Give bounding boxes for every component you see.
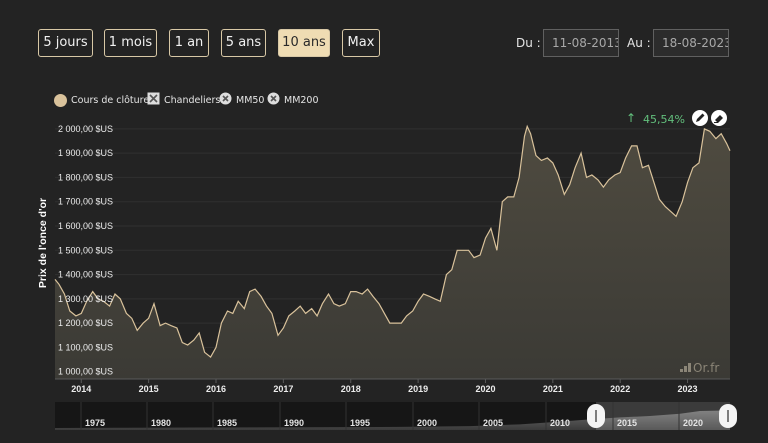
watermark-logo: Or.fr <box>680 361 719 375</box>
range-5-jours-button[interactable]: 5 jours <box>38 29 93 57</box>
change-percentage: 45,54% <box>643 113 685 126</box>
navigator-year-label: 2015 <box>617 418 637 428</box>
filled-circle-icon <box>54 93 67 107</box>
date-to-label: Au : <box>627 36 651 50</box>
eraser-icon[interactable] <box>711 110 727 126</box>
price-area-fill <box>55 126 730 380</box>
date-to-input[interactable]: 18-08-2023 <box>653 29 729 57</box>
legend-item-chandeliers[interactable]: Chandeliers <box>147 92 220 108</box>
x-tick-label: 2021 <box>543 384 563 394</box>
x-tick-label: 2019 <box>408 384 428 394</box>
navigator-selection[interactable] <box>596 402 730 430</box>
y-tick-label: 1 400,00 $US <box>58 270 113 280</box>
navigator-series <box>55 410 730 430</box>
x-tick-label: 2015 <box>139 384 159 394</box>
navigator[interactable]: 1975 1980 1985 1990 1995 2000 2005 2010 2015 2020 <box>55 402 737 430</box>
y-tick-label: 1 700,00 $US <box>58 197 113 207</box>
navigator-year-label: 1995 <box>350 418 370 428</box>
navigator-year-label: 1975 <box>85 418 105 428</box>
range-max-button[interactable]: Max <box>342 29 380 57</box>
legend-item-cours-de-cloture[interactable]: Cours de clôture <box>54 92 149 108</box>
range-10-ans-button[interactable]: 10 ans <box>278 29 330 57</box>
price-series-line <box>54 124 731 359</box>
y-tick-label: 2 000,00 $US <box>58 124 113 134</box>
gain-arrow-icon: ↑ <box>626 111 636 125</box>
crossed-circle-icon <box>267 92 280 108</box>
y-tick-label: 1 600,00 $US <box>58 221 113 231</box>
y-tick-label: 1 300,00 $US <box>58 294 113 304</box>
navigator-year-label: 2000 <box>417 418 437 428</box>
y-tick-label: 1 500,00 $US <box>58 245 113 255</box>
watermark-text: Or.fr <box>693 361 719 375</box>
y-axis-ticks: 1 000,00 $US 1 100,00 $US 1 200,00 $US 1 30… <box>58 124 113 377</box>
navigator-year-label: 2005 <box>483 418 503 428</box>
date-from-label: Du : <box>516 36 541 50</box>
navigator-ticks: 1975 1980 1985 1990 1995 2000 2005 2010 2015 2020 <box>80 402 703 430</box>
x-tick-label: 2023 <box>678 384 698 394</box>
navigator-year-label: 2020 <box>683 418 703 428</box>
navigator-year-label: 2010 <box>550 418 570 428</box>
legend-item-mm200[interactable]: MM200 <box>267 92 319 108</box>
legend-label: MM50 <box>236 94 265 106</box>
crossed-circle-icon <box>219 92 232 108</box>
legend-label: Cours de clôture <box>71 94 150 106</box>
y-tick-label: 1 800,00 $US <box>58 172 113 182</box>
range-1-an-button[interactable]: 1 an <box>169 29 209 57</box>
date-from-input[interactable]: 11-08-2013 <box>543 29 619 57</box>
y-tick-label: 1 200,00 $US <box>58 318 113 328</box>
pencil-icon[interactable] <box>692 110 708 126</box>
range-1-mois-button[interactable]: 1 mois <box>104 29 157 57</box>
x-tick-label: 2014 <box>71 384 91 394</box>
range-5-ans-button[interactable]: 5 ans <box>221 29 266 57</box>
legend-label: MM200 <box>284 94 319 106</box>
x-axis-ticks: 2014 2015 2016 2017 2018 2019 2020 2021 2022 2023 <box>71 379 698 394</box>
navigator-year-label: 1985 <box>217 418 237 428</box>
navigator-year-label: 1980 <box>151 418 171 428</box>
x-tick-label: 2016 <box>206 384 226 394</box>
y-tick-label: 1 100,00 $US <box>58 342 113 352</box>
crossed-box-icon <box>147 92 160 108</box>
legend-item-mm50[interactable]: MM50 <box>219 92 264 108</box>
x-tick-label: 2017 <box>273 384 293 394</box>
navigator-year-label: 1990 <box>284 418 304 428</box>
x-tick-label: 2018 <box>341 384 361 394</box>
x-tick-label: 2022 <box>610 384 630 394</box>
y-tick-label: 1 000,00 $US <box>58 367 113 377</box>
y-tick-label: 1 900,00 $US <box>58 148 113 158</box>
y-axis-label: Prix de l'once d'or <box>37 198 49 288</box>
x-tick-label: 2020 <box>475 384 495 394</box>
legend-label: Chandeliers <box>164 94 221 106</box>
